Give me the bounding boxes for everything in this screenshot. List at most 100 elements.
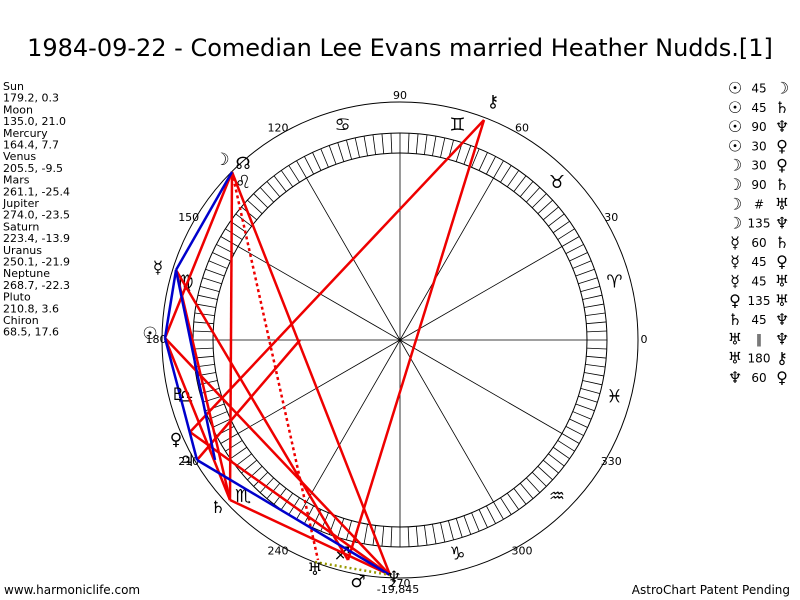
aspect-glyph: ♆ (775, 117, 789, 136)
ring-tick (225, 228, 243, 240)
ring-tick (455, 518, 463, 538)
aspect-angle: # (754, 197, 764, 211)
planet-glyph: ♀ (170, 430, 182, 450)
ring-tick (363, 136, 368, 156)
degree-label: 90 (393, 89, 407, 102)
house-line (399, 177, 494, 341)
aspect-glyph: ♅ (775, 272, 789, 291)
degree-label: 180 (146, 333, 167, 346)
ring-tick (506, 170, 520, 188)
aspect-glyph: ☿ (730, 233, 740, 252)
aspect-glyph: ☉ (728, 117, 742, 136)
aspect-angle: 45 (751, 275, 766, 289)
aspect-angle: 45 (751, 255, 766, 269)
aspect-line (229, 498, 391, 577)
ring-tick (500, 165, 512, 183)
ring-tick (471, 148, 480, 168)
planet-coords: 179.2, 0.3 (3, 92, 59, 105)
ring-tick (542, 206, 559, 221)
ring-tick (235, 453, 252, 467)
ring-tick (569, 418, 588, 428)
planet-coords: 261.1, -25.4 (3, 185, 70, 198)
ring-tick (471, 512, 480, 532)
planet-coords: 210.8, 3.6 (3, 302, 59, 315)
aspect-angle: 45 (751, 313, 766, 327)
aspect-angle: 135 (748, 294, 771, 308)
ring-tick (572, 260, 592, 269)
aspect-line (196, 458, 391, 577)
ring-tick (548, 453, 565, 467)
aspect-glyph: ☽ (728, 175, 742, 194)
planet-name: Moon (3, 103, 33, 116)
ring-tick (424, 134, 428, 155)
planet-name: Mars (3, 174, 30, 187)
ring-tick (584, 303, 604, 308)
aspect-line (174, 171, 234, 271)
title: 1984-09-22 - Comedian Lee Evans married … (27, 34, 773, 62)
ring-tick (407, 133, 410, 154)
ring-tick (390, 133, 393, 154)
house-line (237, 246, 401, 341)
ring-tick (372, 134, 376, 155)
aspect-angle: ‖ (756, 332, 762, 346)
ring-tick (381, 133, 385, 154)
ring-tick (531, 471, 547, 487)
aspect-glyph: ♀ (776, 136, 788, 155)
ring-tick (193, 347, 214, 350)
ring-tick (565, 425, 584, 436)
planet-name: Sun (3, 80, 24, 93)
planet-glyph: ♅ (307, 560, 322, 580)
ring-tick (225, 440, 243, 452)
ring-tick (273, 175, 287, 192)
ring-tick (432, 136, 437, 156)
planet-glyph: ♆ (386, 568, 401, 588)
ring-tick (424, 525, 428, 546)
ring-tick (557, 440, 575, 452)
ring-tick (513, 488, 527, 505)
aspect-angle: 60 (751, 236, 766, 250)
house-line (399, 339, 563, 434)
ring-tick (485, 156, 496, 175)
ring-tick (569, 252, 588, 262)
footer-right: AstroChart Patent Pending (632, 583, 790, 597)
ring-tick (519, 482, 534, 499)
ring-tick (304, 156, 315, 175)
aspect-angle: 30 (751, 159, 766, 173)
ring-tick (478, 152, 488, 171)
degree-label: 60 (515, 122, 529, 135)
aspect-line (228, 171, 234, 501)
planet-coords: 135.0, 21.0 (3, 115, 66, 128)
zodiac-sign: ♓ (606, 386, 622, 407)
ring-tick (202, 277, 222, 285)
planet-coords: 68.5, 17.6 (3, 326, 59, 339)
aspect-angle: 90 (751, 178, 766, 192)
aspect-glyph: ♄ (728, 310, 742, 329)
ring-tick (552, 220, 570, 234)
planet-name: Jupiter (2, 197, 39, 210)
ring-tick (320, 148, 329, 168)
aspect-line (189, 119, 485, 433)
ring-tick (542, 459, 559, 474)
aspect-line (163, 337, 199, 461)
ring-tick (575, 403, 595, 412)
aspect-glyph: ♆ (775, 329, 789, 348)
ring-tick (381, 526, 385, 547)
ring-tick (193, 330, 214, 333)
planet-glyph: ♇ (170, 385, 185, 405)
aspect-glyph: ☉ (728, 98, 742, 117)
aspect-glyph: ♄ (775, 233, 789, 252)
ring-tick (253, 471, 269, 487)
aspect-glyph: ☽ (728, 194, 742, 213)
ring-tick (407, 526, 410, 547)
planet-glyph: ♂ (350, 572, 365, 592)
planet-name: Chiron (3, 314, 39, 327)
ring-tick (288, 165, 300, 183)
degree-label: 300 (512, 544, 533, 557)
aspect-glyph: ☿ (730, 252, 740, 271)
ring-tick (565, 244, 584, 255)
ring-tick (440, 522, 446, 543)
ring-tick (304, 505, 315, 524)
degree-label: 0 (641, 333, 648, 346)
degree-label: 120 (268, 122, 289, 135)
planet-coords: 268.7, -22.3 (3, 279, 70, 292)
